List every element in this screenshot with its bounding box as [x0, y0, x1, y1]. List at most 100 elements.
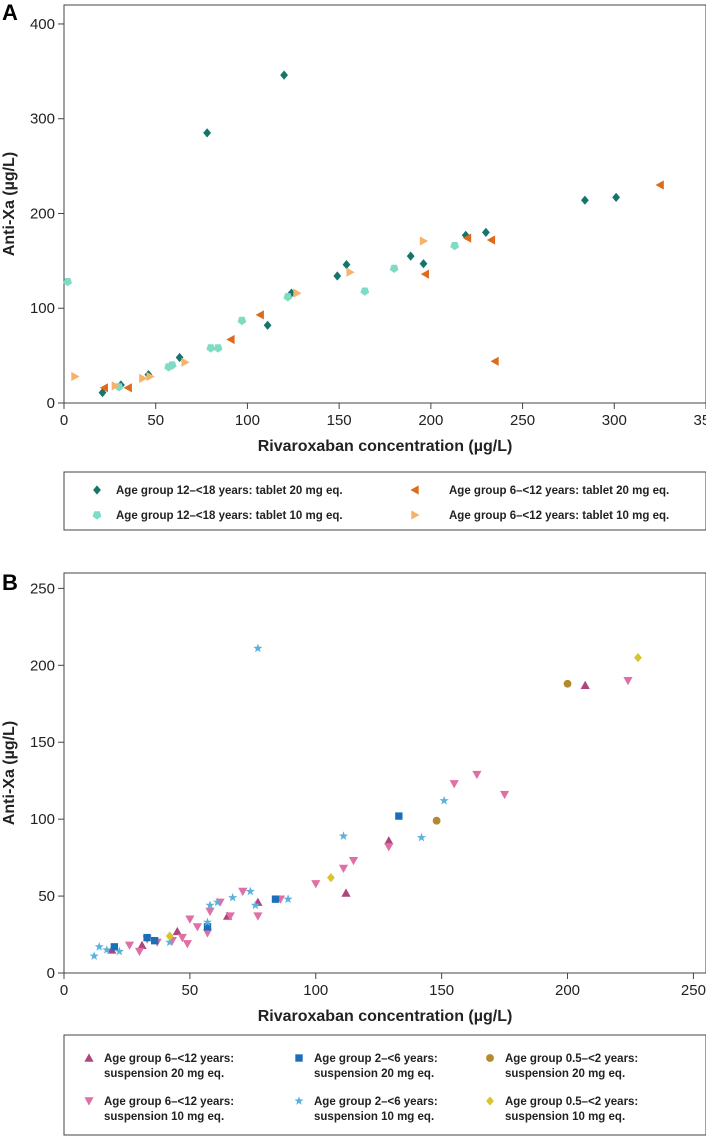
- data-point: [420, 269, 429, 279]
- data-point: [449, 780, 459, 789]
- data-point: [395, 812, 403, 820]
- data-point: [139, 373, 148, 383]
- data-point: [185, 915, 195, 924]
- data-point: [338, 864, 349, 873]
- data-point: [416, 832, 427, 842]
- legend-label: Age group 6–<12 years: tablet 20 mg eq.: [449, 485, 669, 497]
- legend-marker: [410, 485, 419, 495]
- data-point: [419, 259, 428, 269]
- legend-label: Age group 6–<12 years: tablet 10 mg eq.: [449, 510, 669, 522]
- y-tick-label: 200: [30, 205, 55, 222]
- data-point: [472, 770, 482, 780]
- data-point: [255, 310, 264, 320]
- y-tick-label: 150: [30, 734, 55, 751]
- data-point: [111, 381, 120, 391]
- data-point: [338, 831, 349, 840]
- data-point: [110, 943, 119, 951]
- legend-marker: [411, 510, 420, 520]
- x-tick-label: 150: [429, 982, 454, 999]
- series-age-group-6-12-years-suspension-10-mg-eq: [124, 677, 633, 957]
- data-point: [245, 886, 255, 896]
- data-point: [203, 923, 212, 931]
- legend-label: Age group 2–<6 years:: [314, 1053, 438, 1065]
- data-point: [177, 933, 187, 943]
- data-point: [146, 371, 155, 382]
- plot-frame: [63, 4, 706, 404]
- data-point: [333, 271, 342, 281]
- data-point: [213, 897, 223, 907]
- data-point: [439, 795, 449, 805]
- data-point: [406, 251, 415, 261]
- data-point: [634, 653, 642, 663]
- legend-label: Age group 2–<6 years:: [314, 1096, 438, 1108]
- x-tick-label: 0: [60, 412, 68, 429]
- data-point: [311, 880, 321, 889]
- data-point: [202, 929, 213, 938]
- legend-label: Age group 6–<12 years:: [104, 1096, 234, 1108]
- data-point: [327, 873, 335, 883]
- data-point: [283, 293, 293, 302]
- data-point: [360, 287, 370, 296]
- series-age-group-2-6-years-suspension-20-mg-eq: [110, 812, 403, 951]
- x-tick-label: 350: [693, 412, 706, 429]
- legend-marker: [84, 1097, 94, 1106]
- x-tick-label: 100: [303, 982, 328, 999]
- data-point: [213, 344, 223, 353]
- data-point: [341, 888, 351, 897]
- y-tick-label: 100: [30, 300, 55, 317]
- data-point: [263, 320, 272, 330]
- plot-frame: [63, 572, 706, 974]
- data-point: [237, 316, 247, 326]
- legend-marker: [294, 1096, 304, 1105]
- data-point: [655, 180, 664, 190]
- data-point: [98, 388, 107, 398]
- data-point: [612, 192, 620, 202]
- data-point: [250, 900, 260, 910]
- data-point: [102, 945, 112, 954]
- data-point: [384, 836, 394, 845]
- data-point: [293, 288, 302, 298]
- legendB-box: [63, 1034, 706, 1136]
- data-point: [165, 937, 175, 947]
- data-point: [419, 236, 429, 246]
- data-point: [580, 680, 590, 689]
- data-point: [486, 235, 496, 245]
- data-point: [283, 894, 293, 904]
- y-tick-label: 400: [30, 16, 55, 33]
- data-point: [271, 895, 280, 903]
- data-point: [205, 900, 215, 910]
- data-point: [202, 917, 213, 927]
- data-point: [384, 843, 394, 852]
- legend-label: Age group 0.5–<2 years:: [505, 1096, 638, 1108]
- x-axis-title: Rivaroxaban concentration (µg/L): [258, 438, 513, 455]
- data-point: [123, 383, 132, 393]
- series-age-group-6-12-years-tablet-20-mg-eq: [99, 180, 664, 393]
- y-tick-label: 0: [47, 965, 55, 982]
- data-point: [192, 923, 202, 932]
- data-point: [462, 233, 472, 243]
- data-point: [389, 264, 399, 273]
- panel-a-label: A: [2, 0, 18, 25]
- data-point: [450, 242, 460, 251]
- legend-label: Age group 12–<18 years: tablet 20 mg eq.: [116, 485, 343, 497]
- data-point: [253, 912, 263, 921]
- series-age-group-12-18-years-tablet-10-mg-eq: [63, 242, 460, 392]
- data-point: [63, 278, 72, 287]
- series-age-group-2-6-years-suspension-10-mg-eq: [89, 643, 449, 960]
- data-point: [482, 227, 490, 237]
- legend-label: Age group 0.5–<2 years:: [505, 1053, 638, 1065]
- data-point: [238, 887, 248, 897]
- data-point: [150, 937, 159, 945]
- data-point: [134, 947, 145, 957]
- legend-label: Age group 6–<12 years:: [104, 1053, 234, 1065]
- legendA-box: [63, 471, 706, 531]
- series-age-group-6-12-years-suspension-20-mg-eq: [107, 680, 590, 954]
- y-axis-title: Anti-Xa (µg/L): [1, 721, 18, 825]
- data-point: [182, 940, 192, 949]
- data-point: [143, 933, 151, 942]
- panel-b: B 0 50 100 150 200 250 0 50 100 150 200 250 Rivaroxab…: [1, 570, 706, 1025]
- legend-label-line2: suspension 10 mg eq.: [104, 1111, 224, 1123]
- data-point: [124, 941, 135, 950]
- data-point: [203, 128, 211, 138]
- data-point: [225, 912, 235, 921]
